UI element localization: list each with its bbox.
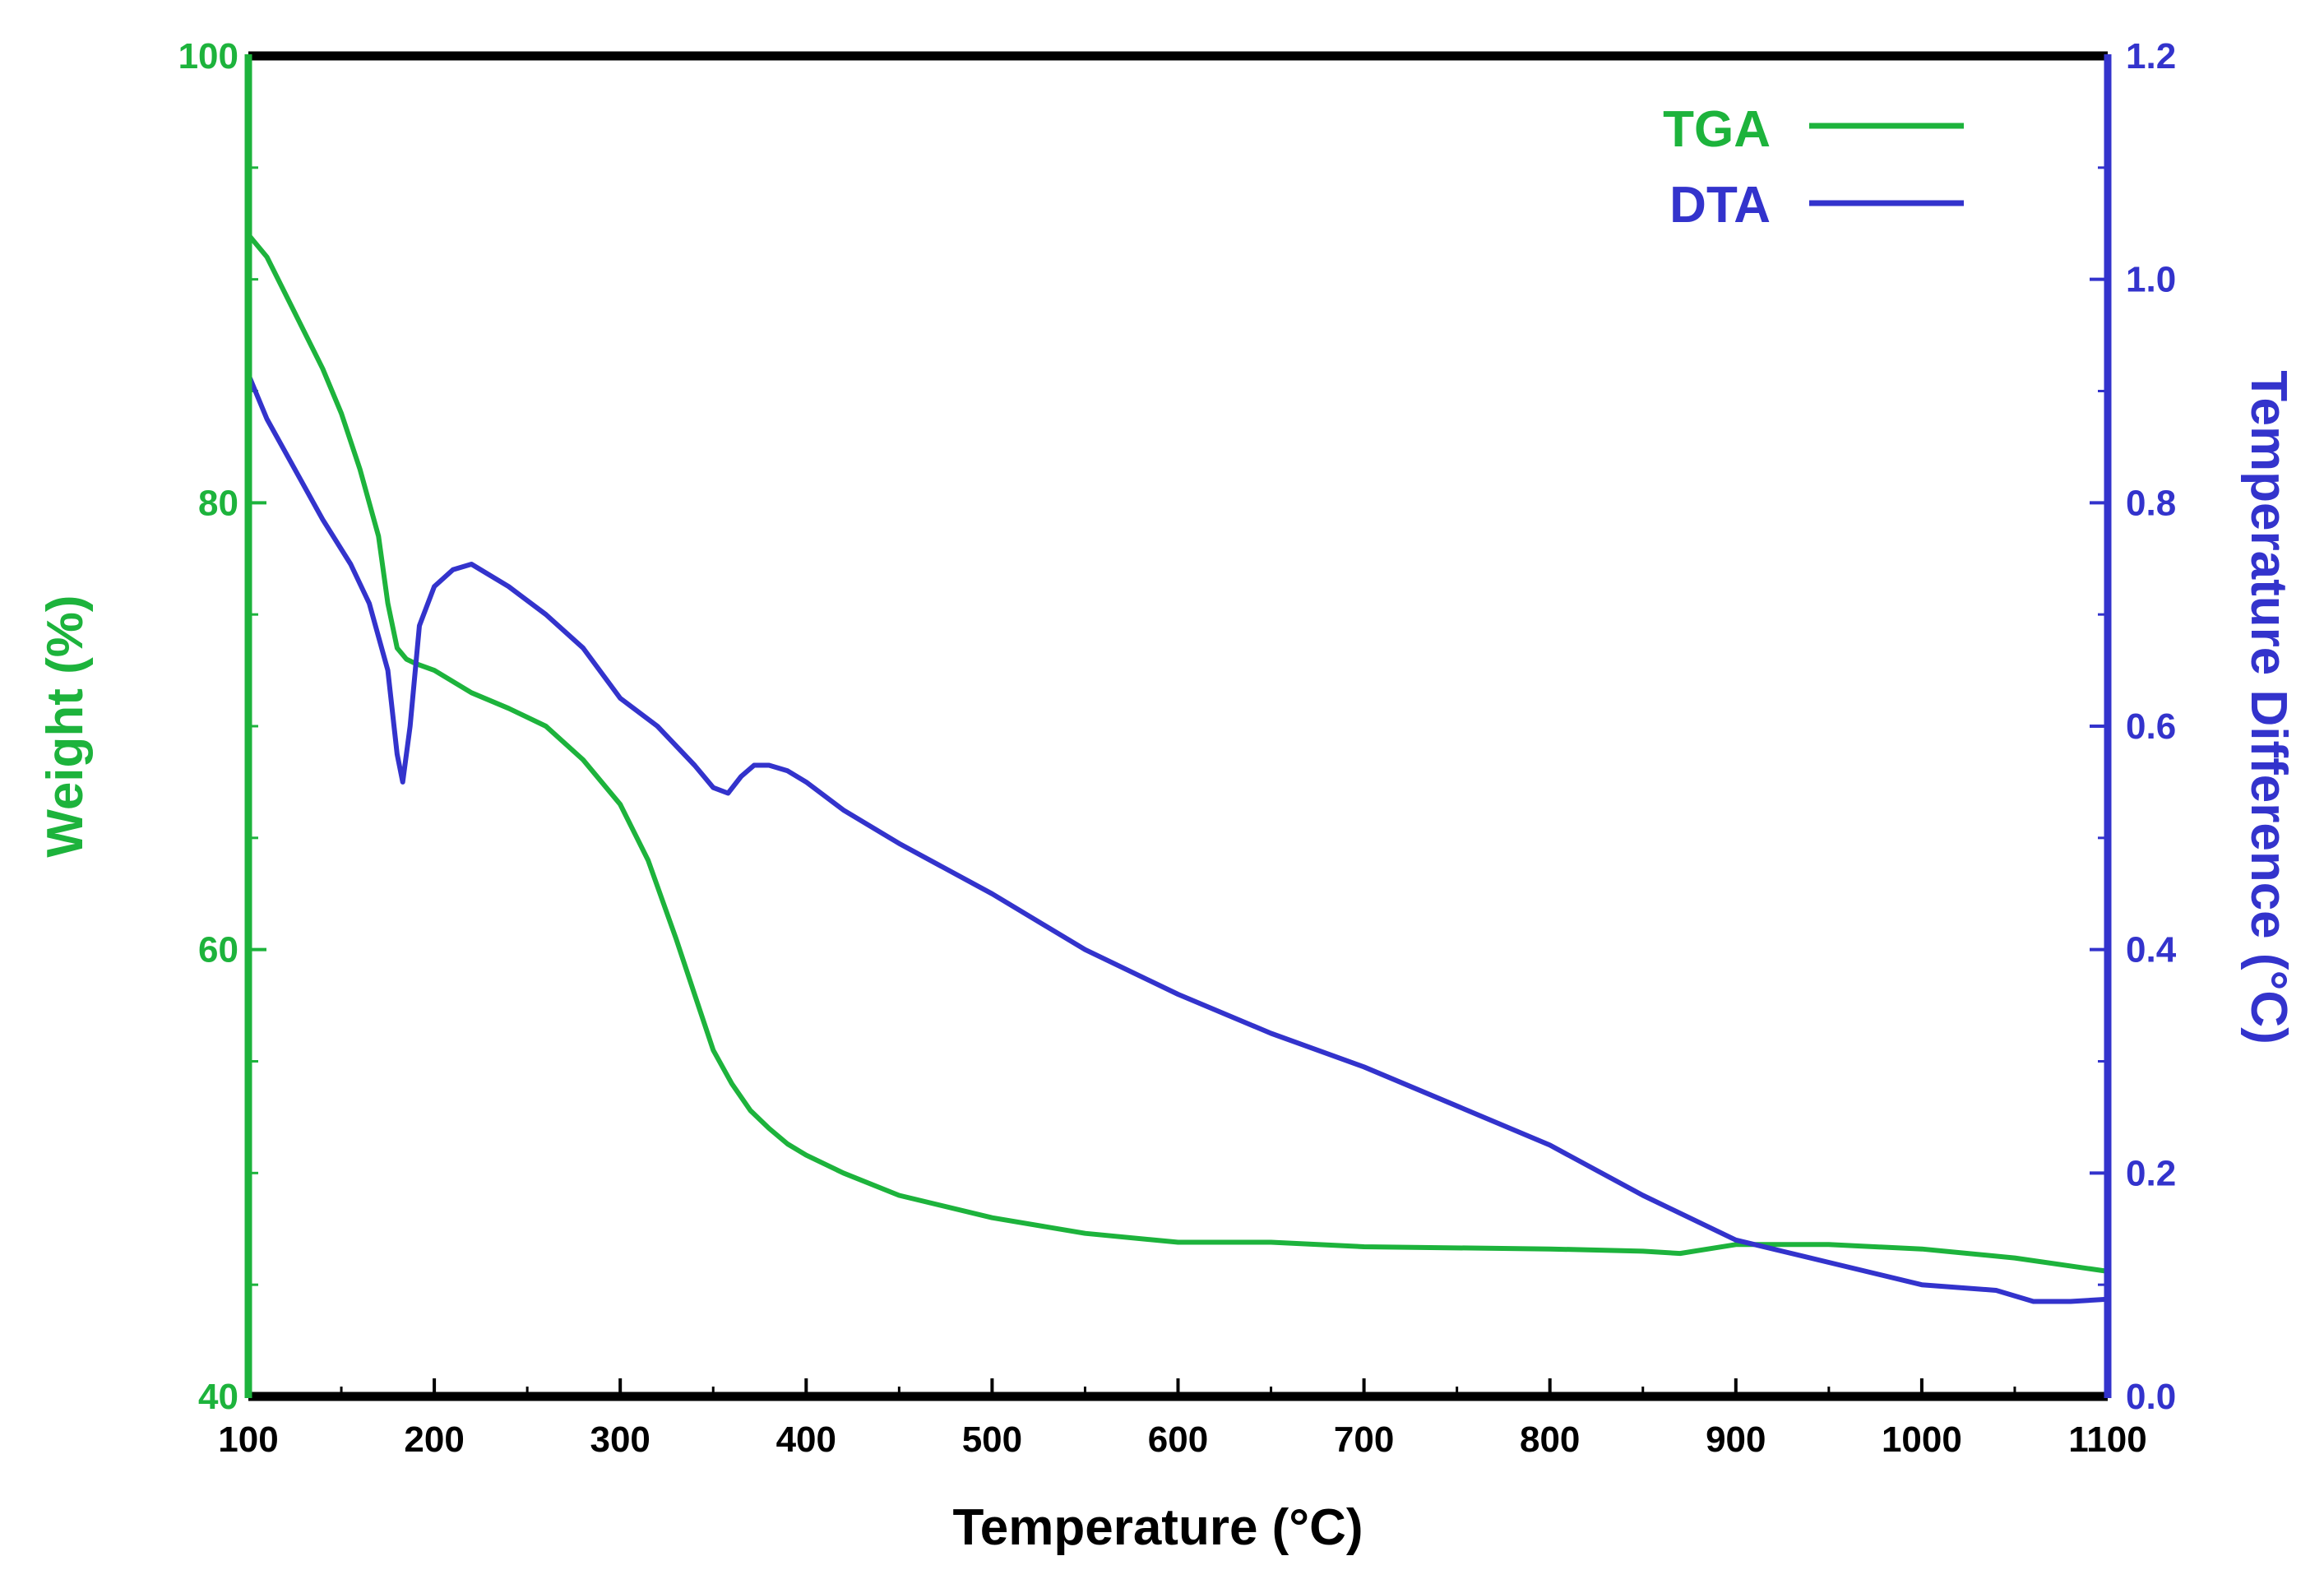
- y-right-axis-tick-labels: 0.0 0.2 0.4 0.6 0.8 1.0 1.2: [2126, 36, 2177, 1417]
- x-tick-label: 1000: [1882, 1419, 1962, 1460]
- y-left-tick-label: 60: [198, 930, 238, 970]
- legend: TGA DTA: [1663, 101, 1964, 234]
- series-line-tga: [246, 232, 2110, 1274]
- y-right-tick-label: 0.4: [2126, 930, 2177, 970]
- y-left-axis-tick-labels: 40 60 80 100: [178, 36, 238, 1417]
- series-lines: [246, 232, 2110, 1304]
- y-right-tick-label: 0.8: [2126, 483, 2176, 523]
- y-left-tick-label: 100: [178, 36, 238, 76]
- y-left-tick-label: 40: [198, 1377, 238, 1417]
- x-tick-label: 200: [404, 1419, 464, 1460]
- x-tick-label: 400: [776, 1419, 836, 1460]
- x-tick-label: 600: [1148, 1419, 1208, 1460]
- x-axis-tick-labels: 100 200 300 400 500 600 700 800 900 1000 1100: [218, 1419, 2146, 1460]
- x-tick-label: 800: [1520, 1419, 1580, 1460]
- y-right-tick-label: 1.2: [2126, 36, 2176, 76]
- x-tick-label: 900: [1706, 1419, 1766, 1460]
- legend-label-tga: TGA: [1663, 101, 1771, 158]
- legend-label-dta: DTA: [1669, 177, 1771, 234]
- x-axis-title: Temperature (°C): [952, 1499, 1363, 1556]
- y-right-tick-label: 0.6: [2126, 706, 2176, 747]
- y-right-tick-label: 0.2: [2126, 1153, 2176, 1193]
- y-left-axis-title: Weight (%): [37, 595, 94, 857]
- y-right-tick-label: 1.0: [2126, 260, 2176, 300]
- series-line-dta: [246, 372, 2110, 1304]
- x-tick-label: 700: [1334, 1419, 1394, 1460]
- x-tick-label: 1100: [2068, 1419, 2146, 1460]
- x-tick-label: 100: [218, 1419, 278, 1460]
- x-tick-label: 500: [962, 1419, 1022, 1460]
- y-right-tick-label: 0.0: [2126, 1377, 2176, 1417]
- y-right-axis-title: Temperature Difference (°C): [2240, 370, 2297, 1044]
- x-tick-label: 300: [590, 1419, 650, 1460]
- y-left-tick-label: 80: [198, 483, 238, 523]
